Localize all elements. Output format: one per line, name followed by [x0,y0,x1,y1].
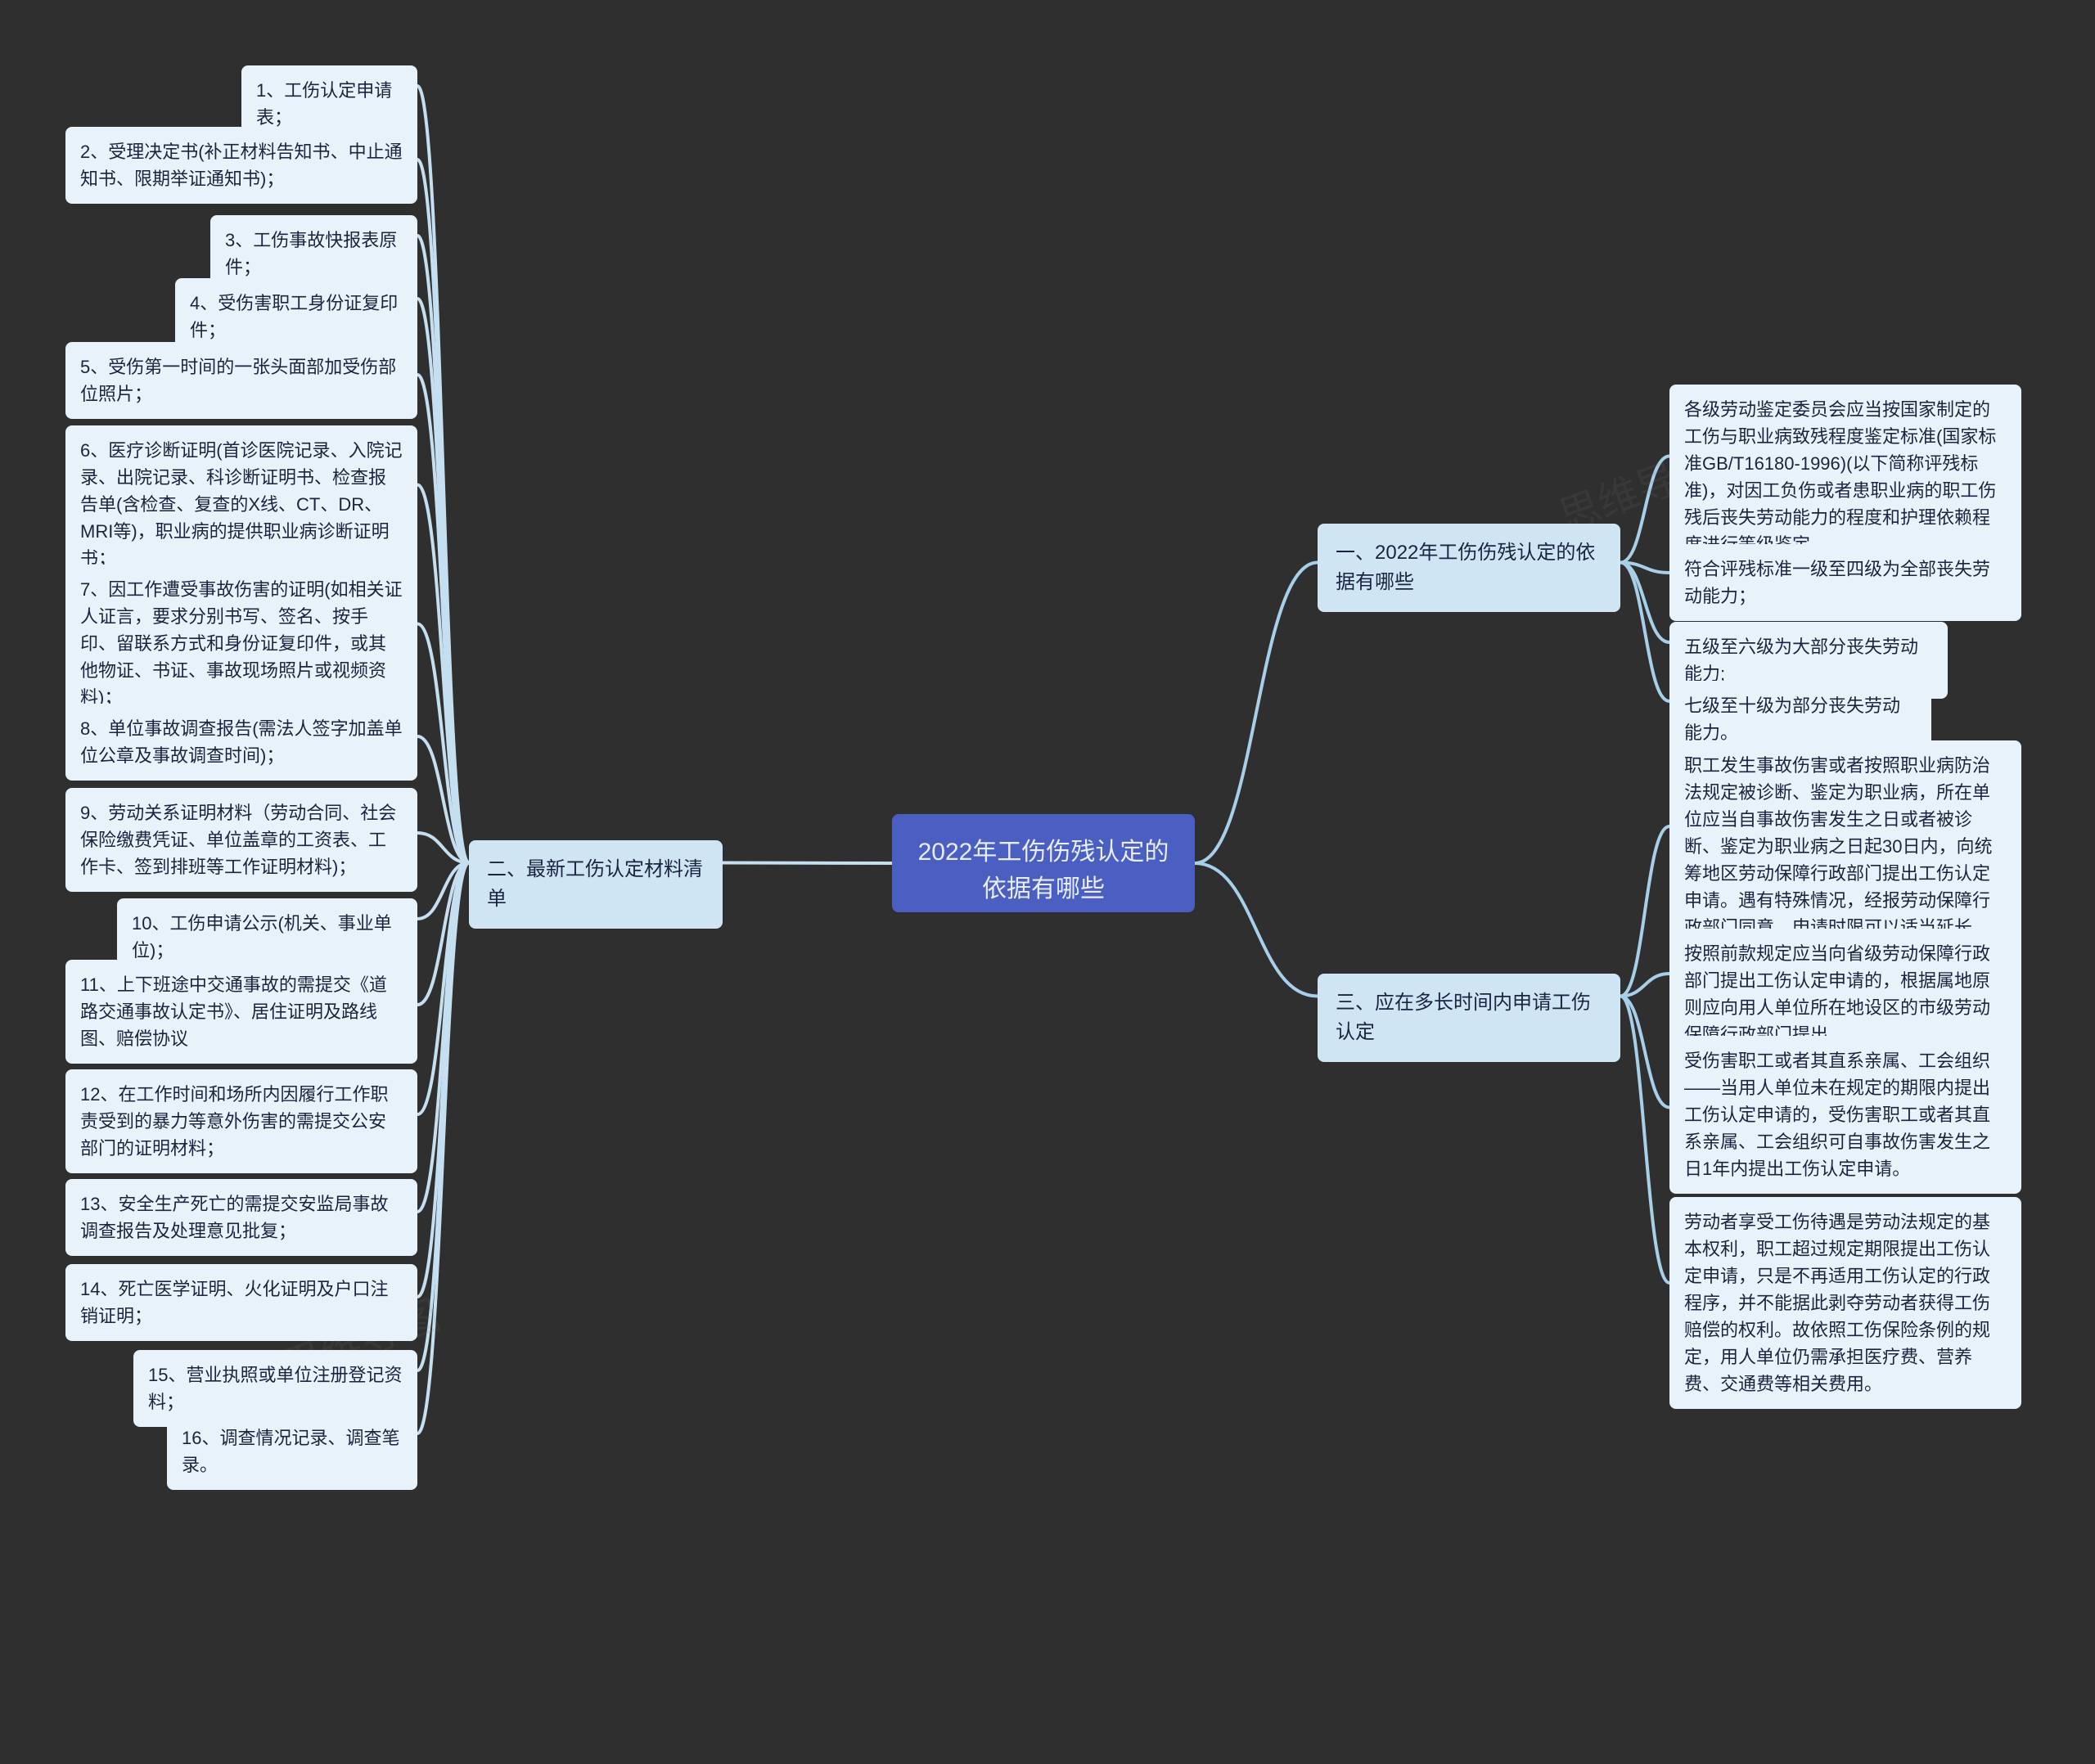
leaf-node: 各级劳动鉴定委员会应当按国家制定的工伤与职业病致残程度鉴定标准(国家标准GB/T… [1669,385,2021,569]
branch-node: 二、最新工伤认定材料清单 [469,840,723,929]
leaf-node: 16、调查情况记录、调查笔录。 [167,1413,417,1490]
leaf-node: 9、劳动关系证明材料（劳动合同、社会保险缴费凭证、单位盖章的工资表、工作卡、签到… [65,788,417,892]
leaf-node: 7、因工作遭受事故伤害的证明(如相关证人证言，要求分别书写、签名、按手印、留联系… [65,565,417,722]
leaf-node: 2、受理决定书(补正材料告知书、中止通知书、限期举证通知书)； [65,127,417,204]
leaf-node: 受伤害职工或者其直系亲属、工会组织——当用人单位未在规定的期限内提出工伤认定申请… [1669,1036,2021,1194]
leaf-node: 职工发生事故伤害或者按照职业病防治法规定被诊断、鉴定为职业病，所在单位应当自事故… [1669,740,2021,952]
leaf-node: 8、单位事故调查报告(需法人签字加盖单位公章及事故调查时间)； [65,704,417,781]
leaf-node: 11、上下班途中交通事故的需提交《道路交通事故认定书》、居住证明及路线图、赔偿协… [65,960,417,1064]
branch-node: 三、应在多长时间内申请工伤认定 [1318,974,1620,1062]
leaf-node: 13、安全生产死亡的需提交安监局事故调查报告及处理意见批复； [65,1179,417,1256]
leaf-node: 劳动者享受工伤待遇是劳动法规定的基本权利，职工超过规定期限提出工伤认定申请，只是… [1669,1197,2021,1409]
branch-node: 一、2022年工伤伤残认定的依据有哪些 [1318,524,1620,612]
root-node: 2022年工伤伤残认定的依据有哪些 [892,814,1195,912]
leaf-node: 12、在工作时间和场所内因履行工作职责受到的暴力等意外伤害的需提交公安部门的证明… [65,1069,417,1173]
leaf-node: 符合评残标准一级至四级为全部丧失劳动能力； [1669,544,2021,621]
leaf-node: 6、医疗诊断证明(首诊医院记录、入院记录、出院记录、科诊断证明书、检查报告单(含… [65,425,417,583]
leaf-node: 5、受伤第一时间的一张头面部加受伤部位照片； [65,342,417,419]
leaf-node: 14、死亡医学证明、火化证明及户口注销证明； [65,1264,417,1341]
